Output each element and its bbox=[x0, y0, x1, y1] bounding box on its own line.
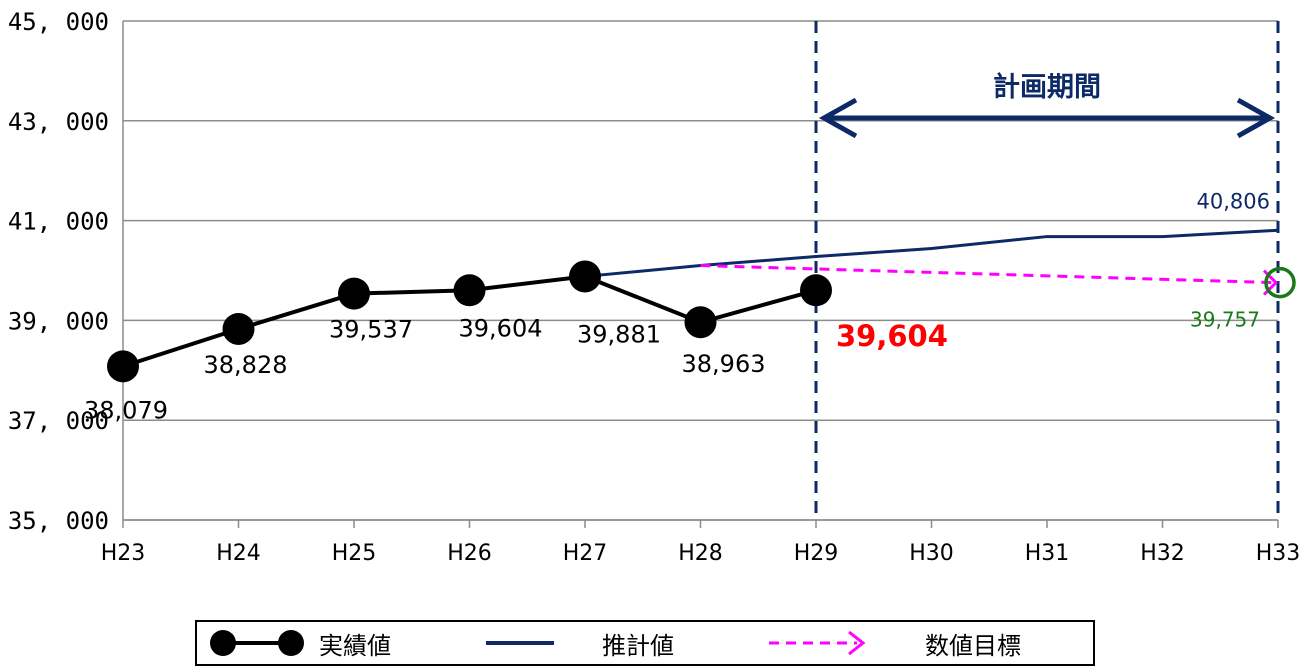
x-tick-label: H23 bbox=[101, 541, 146, 566]
actual-data-point bbox=[338, 277, 370, 310]
actual-data-point bbox=[569, 260, 601, 293]
actual-data-label: 38,963 bbox=[682, 350, 766, 378]
actual-data-point bbox=[222, 312, 255, 345]
actual-data-label: 39,604 bbox=[459, 314, 543, 342]
legend-item-estimate: 推計値 bbox=[482, 622, 674, 664]
y-tick-label: 35, 000 bbox=[8, 507, 109, 535]
x-tick-label: H31 bbox=[1025, 541, 1070, 566]
actual-data-label: 39,881 bbox=[577, 320, 661, 348]
y-tick-label: 39, 000 bbox=[8, 307, 109, 335]
actual-data-label: 38,079 bbox=[84, 396, 168, 424]
actual-data-point bbox=[800, 274, 832, 307]
y-tick-label: 43, 000 bbox=[8, 108, 109, 136]
actual-data-label: 39,537 bbox=[329, 316, 413, 344]
actual-data-point bbox=[107, 350, 139, 383]
y-tick-label: 41, 000 bbox=[8, 208, 109, 236]
actual-data-label: 38,828 bbox=[204, 351, 288, 379]
legend-item-actual: 実績値 bbox=[205, 622, 391, 664]
x-tick-label: H28 bbox=[678, 541, 723, 566]
target-end-label: 39,757 bbox=[1190, 308, 1260, 332]
legend-target-label: 数値目標 bbox=[925, 631, 1021, 660]
highlight-value-label: 39,604 bbox=[836, 319, 948, 353]
legend: 実績値 推計値 数値目標 bbox=[195, 620, 1095, 666]
y-tick-label: 45, 000 bbox=[8, 8, 109, 36]
estimate-end-label: 40,806 bbox=[1197, 189, 1270, 213]
x-tick-label: H29 bbox=[794, 541, 839, 566]
legend-item-target: 数値目標 bbox=[765, 622, 1021, 664]
actual-data-point bbox=[684, 306, 717, 339]
line-chart: 35, 000 37, 000 39, 000 41, 000 43, 000 45, 0… bbox=[8, 8, 1301, 566]
legend-actual-label: 実績値 bbox=[319, 631, 391, 660]
target-series-line bbox=[700, 264, 1275, 285]
x-tick-label: H25 bbox=[332, 541, 377, 566]
x-tick-label: H27 bbox=[563, 541, 608, 566]
x-tick-label: H33 bbox=[1256, 541, 1301, 566]
legend-actual-marker-icon bbox=[210, 630, 304, 656]
x-tick-label: H26 bbox=[447, 541, 492, 566]
x-tick-label: H32 bbox=[1140, 541, 1185, 566]
legend-estimate-label: 推計値 bbox=[602, 631, 674, 660]
legend-estimate-line-icon bbox=[486, 641, 554, 645]
actual-data-point bbox=[453, 274, 486, 307]
legend-target-arrow-icon bbox=[769, 630, 866, 656]
y-tick-label: 37, 000 bbox=[8, 407, 109, 435]
plan-period-label: 計画期間 bbox=[993, 71, 1101, 103]
x-tick-label: H24 bbox=[216, 541, 261, 566]
x-tick-label: H30 bbox=[909, 541, 954, 566]
estimate-series-line bbox=[584, 228, 1279, 278]
plan-period-arrowhead-left bbox=[818, 97, 858, 139]
target-marker bbox=[1264, 266, 1296, 299]
plan-period-arrowhead-right bbox=[1236, 97, 1276, 139]
